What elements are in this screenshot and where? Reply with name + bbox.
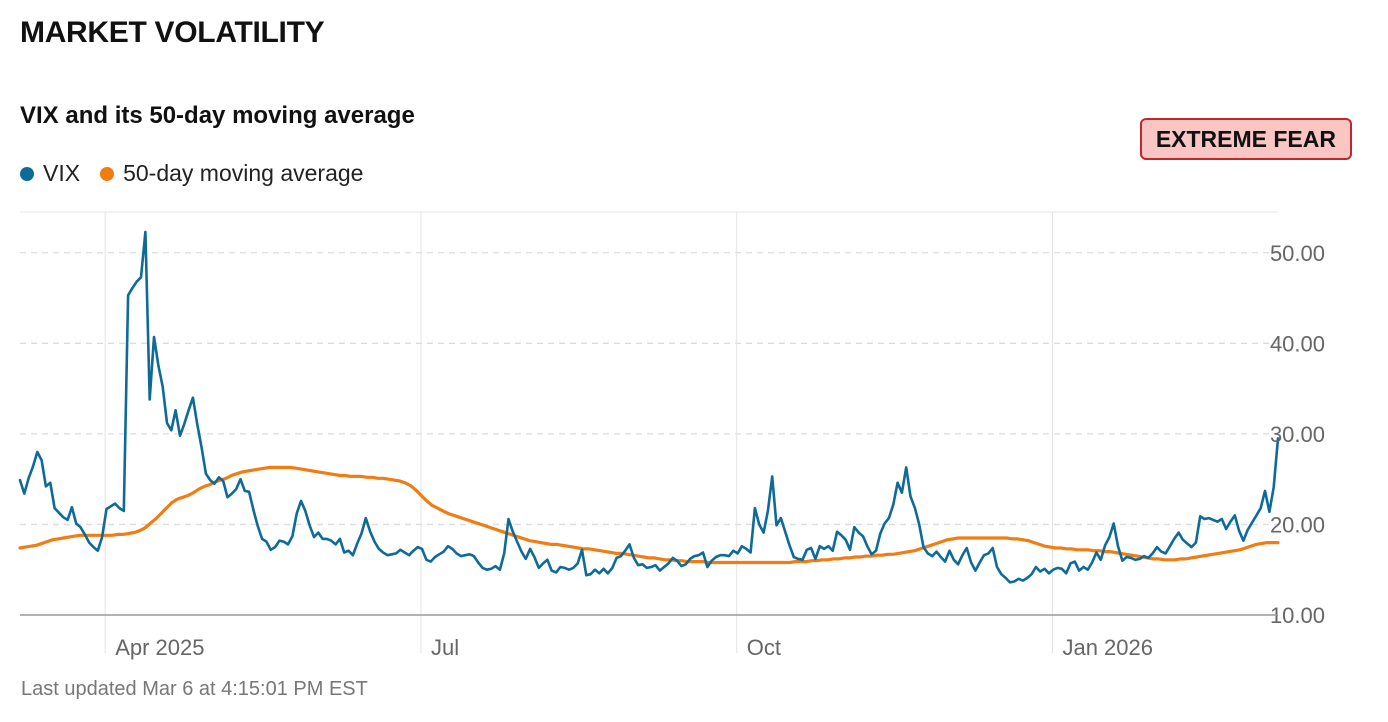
legend-dot-vix-icon <box>20 166 34 181</box>
chart-legend: VIX 50-day moving average <box>20 160 383 187</box>
legend-item-vix[interactable]: VIX <box>20 160 80 187</box>
fear-greed-rating-badge: EXTREME FEAR <box>1139 118 1352 160</box>
page-title: MARKET VOLATILITY <box>20 16 325 49</box>
x-tick-label: Jul <box>431 635 459 660</box>
y-tick-label: 20.00 <box>1270 512 1325 537</box>
legend-item-moving-average[interactable]: 50-day moving average <box>100 160 363 187</box>
x-tick-label: Apr 2025 <box>115 635 204 660</box>
y-tick-label: 10.00 <box>1270 603 1325 628</box>
series-layer <box>18 230 1280 584</box>
legend-label-moving-average: 50-day moving average <box>123 160 364 186</box>
chart-subtitle: VIX and its 50-day moving average <box>20 102 415 129</box>
series-line-vix <box>18 230 1280 584</box>
x-tick-label: Oct <box>747 635 781 660</box>
y-tick-label: 30.00 <box>1270 422 1325 447</box>
y-tick-label: 50.00 <box>1270 241 1325 266</box>
grid-layer <box>20 211 1278 615</box>
x-tick-label: Jan 2026 <box>1062 635 1153 660</box>
last-updated-note: Last updated Mar 6 at 4:15:01 PM EST <box>21 678 368 700</box>
series-line-moving-average <box>18 465 1280 565</box>
axis-layer: 10.00 20.00 30.00 40.00 50.00 Apr 2025 Jul Oct J… <box>20 241 1325 660</box>
y-tick-label: 40.00 <box>1270 331 1325 356</box>
legend-dot-moving-average-icon <box>100 166 115 181</box>
legend-label-vix: VIX <box>43 160 81 186</box>
